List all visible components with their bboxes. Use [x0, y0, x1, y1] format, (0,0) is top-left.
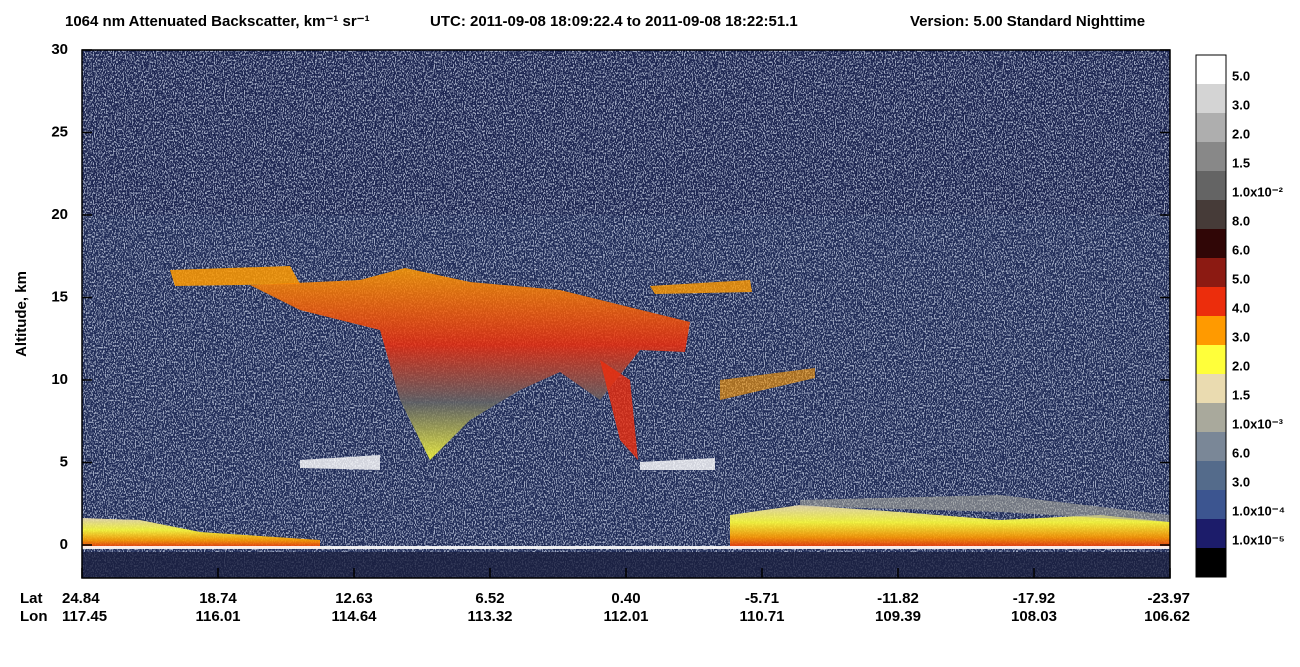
x-tick-label: 6.52 [475, 590, 504, 607]
colorbar-label: 3.0 [1232, 97, 1250, 112]
y-tick-label: 15 [51, 288, 68, 305]
y-tick-label: 5 [60, 453, 68, 470]
colorbar-swatch [1196, 142, 1226, 171]
x-tick-label: 106.62 [1144, 608, 1190, 625]
curtain-image [82, 50, 1170, 578]
x-row-name: Lat [20, 590, 43, 607]
colorbar-swatch [1196, 200, 1226, 229]
x-tick-label: -5.71 [745, 590, 779, 607]
y-tick-label: 10 [51, 371, 68, 388]
x-tick-label: -17.92 [1013, 590, 1056, 607]
colorbar-label: 1.5 [1232, 155, 1250, 170]
y-tick-label: 30 [51, 41, 68, 58]
colorbar-swatch [1196, 519, 1226, 548]
colorbar-swatch [1196, 171, 1226, 200]
x-tick-label: 117.45 [62, 608, 107, 625]
y-tick-label: 20 [51, 206, 68, 223]
colorbar-swatch [1196, 403, 1226, 432]
x-tick-label: 0.40 [611, 590, 640, 607]
x-tick-label: 113.32 [467, 608, 512, 625]
colorbar-label: 6.0 [1232, 242, 1250, 257]
colorbar-swatch [1196, 229, 1226, 258]
x-tick-label: 18.74 [199, 590, 237, 607]
colorbar-label: 6.0 [1232, 445, 1250, 460]
x-tick-label: 24.84 [62, 590, 100, 607]
x-tick-label: -23.97 [1147, 590, 1190, 607]
x-tick-label: 109.39 [875, 608, 921, 625]
x-tick-label: -11.82 [877, 590, 919, 607]
colorbar-label: 1.0x10⁻² [1232, 184, 1284, 199]
x-tick-label: 116.01 [195, 608, 240, 625]
colorbar-label: 5.0 [1232, 271, 1250, 286]
colorbar-label: 8.0 [1232, 213, 1250, 228]
x-tick-label: 112.01 [603, 608, 648, 625]
colorbar-swatch [1196, 55, 1226, 84]
x-tick-label: 108.03 [1011, 608, 1057, 625]
colorbar-swatch [1196, 490, 1226, 519]
colorbar-swatch [1196, 345, 1226, 374]
x-tick-label: 12.63 [335, 590, 373, 607]
colorbar-label: 3.0 [1232, 329, 1250, 344]
y-tick-label: 0 [60, 536, 68, 553]
colorbar-swatch [1196, 461, 1226, 490]
y-axis-label: Altitude, km [13, 271, 30, 357]
colorbar-frame [1195, 54, 1227, 578]
colorbar-swatch [1196, 548, 1226, 577]
colorbar-label: 2.0 [1232, 358, 1250, 373]
colorbar-swatch [1196, 113, 1226, 142]
y-tick-label: 25 [51, 123, 68, 140]
colorbar-label: 1.0x10⁻³ [1232, 416, 1284, 431]
colorbar-swatch [1196, 316, 1226, 345]
x-tick-label: 110.71 [739, 608, 784, 625]
colorbar-label: 1.0x10⁻⁴ [1232, 503, 1285, 518]
colorbar-label: 3.0 [1232, 474, 1250, 489]
colorbar-swatch [1196, 84, 1226, 113]
colorbar-label: 2.0 [1232, 126, 1250, 141]
colorbar-swatch [1196, 374, 1226, 403]
colorbar-swatch [1196, 258, 1226, 287]
chart-subtitle: UTC: 2011-09-08 18:09:22.4 to 2011-09-08… [430, 13, 798, 30]
version-label: Version: 5.00 Standard Nighttime [910, 13, 1145, 30]
colorbar-label: 1.0x10⁻⁵ [1232, 532, 1285, 547]
colorbar-label: 4.0 [1232, 300, 1250, 315]
chart-title: 1064 nm Attenuated Backscatter, km⁻¹ sr⁻… [65, 13, 370, 30]
x-tick-label: 114.64 [331, 608, 377, 625]
colorbar-label: 5.0 [1232, 68, 1250, 83]
x-row-name: Lon [20, 608, 48, 625]
colorbar-swatch [1196, 432, 1226, 461]
colorbar-swatch [1196, 287, 1226, 316]
colorbar-label: 1.5 [1232, 387, 1250, 402]
